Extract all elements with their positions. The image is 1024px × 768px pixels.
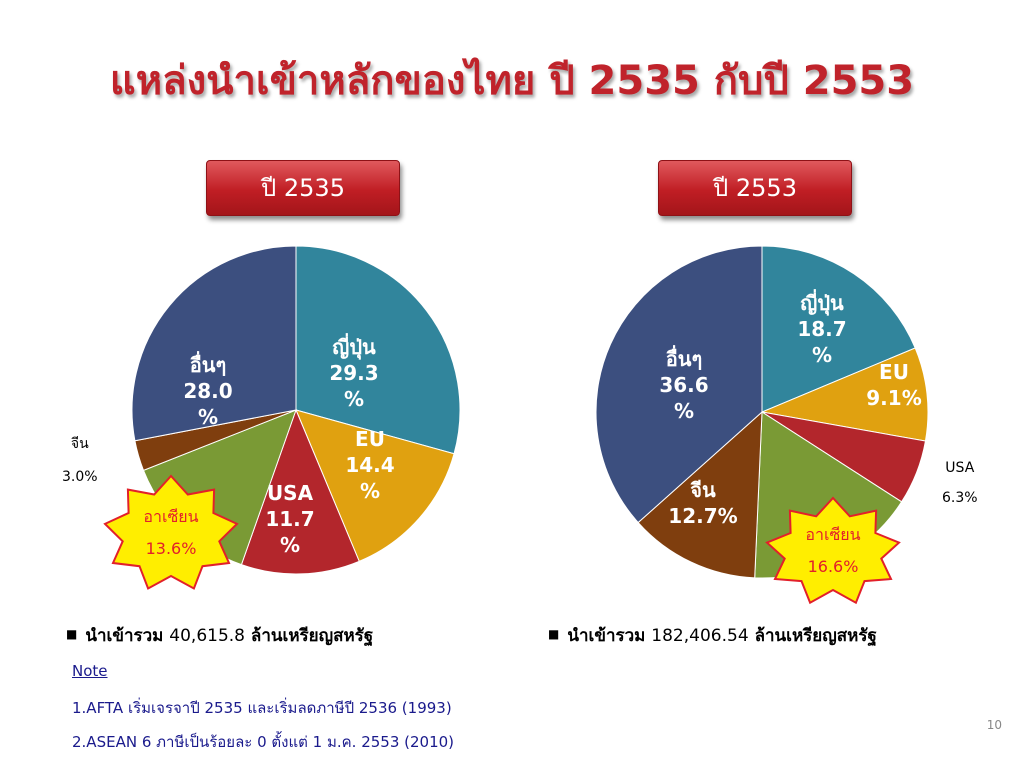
star-shape xyxy=(765,496,901,605)
note-line-1: 1.AFTA เริ่มเจรจาปี 2535 และเริ่มลดภาษีป… xyxy=(72,699,452,717)
china-name-2535: จีน xyxy=(70,436,89,452)
pie-chart-2535: ญี่ปุ่น 29.3 % EU 14.4 % USA 11.7 % อื่นๆ 28.0% xyxy=(131,245,461,575)
star-value: 16.6% xyxy=(808,557,859,576)
total-import-2535: ■ นำเข้ารวม 40,615.8 ล้านเหรียญสหรัฐ xyxy=(66,622,373,649)
bullet-icon: ■ xyxy=(548,627,560,641)
pie-slice-others xyxy=(131,245,297,442)
pie-chart-2553: ญี่ปุ่น 18.7 % EU 9.1% จีน 12.7% อื่นๆ 36.6% xyxy=(595,245,929,579)
total-value: 40,615.8 xyxy=(169,626,245,646)
pie-slice-eu xyxy=(295,409,455,562)
pie-label-japan: ญี่ปุ่น 29.3% xyxy=(329,332,378,411)
pie-label-others: อื่นๆ 28.0% xyxy=(183,350,232,429)
year-box-2553: ปี 2553 xyxy=(658,160,852,216)
pie-label-eu: EU 14.4% xyxy=(345,427,394,503)
total-import-2553: ■ นำเข้ารวม 182,406.54 ล้านเหรียญสหรัฐ xyxy=(548,622,877,649)
bullet-icon: ■ xyxy=(66,627,78,641)
china-value-2535: 3.0% xyxy=(62,469,98,485)
total-unit: ล้านเหรียญสหรัฐ xyxy=(250,626,374,646)
pie-label-china: จีน 12.7% xyxy=(668,478,737,528)
star-value: 13.6% xyxy=(146,539,197,558)
page-number: 10 xyxy=(986,718,1002,732)
pie-slice-others xyxy=(595,245,763,524)
slide-title: แหล่งนำเข้าหลักของไทย ปี 2535 กับปี 2553 xyxy=(109,58,915,104)
pie-slice-eu xyxy=(760,347,929,442)
pie-label-japan: ญี่ปุ่น 18.7% xyxy=(797,288,846,367)
year-box-2535: ปี 2535 xyxy=(206,160,400,216)
star-shape xyxy=(103,474,239,590)
note-title: Note xyxy=(72,662,108,680)
usa-name-2553: USA xyxy=(945,460,975,476)
star-name: อาเซียน xyxy=(143,507,198,526)
pie-slice-japan xyxy=(761,245,916,413)
asean-star-2535: อาเซียน 13.6% xyxy=(103,474,239,590)
pie-label-usa: USA 11.7% xyxy=(265,481,314,557)
asean-star-2553: อาเซียน 16.6% xyxy=(765,496,901,605)
china-label-2535: จีน 3.0% xyxy=(62,433,98,485)
pie-label-eu: EU 9.1% xyxy=(866,360,921,410)
total-label: นำเข้ารวม xyxy=(567,626,646,646)
star-name: อาเซียน xyxy=(805,525,860,544)
pie-slice-china xyxy=(637,410,763,579)
total-value: 182,406.54 xyxy=(651,626,749,646)
total-unit: ล้านเหรียญสหรัฐ xyxy=(754,626,877,646)
total-label: นำเข้ารวม xyxy=(85,626,164,646)
pie-label-others: อื่นๆ 36.6% xyxy=(659,344,708,423)
usa-value-2553: 6.3% xyxy=(942,490,978,506)
pie-slice-japan xyxy=(295,245,461,455)
pie-slice-usa xyxy=(240,408,360,575)
note-line-2: 2.ASEAN 6 ภาษีเป็นร้อยละ 0 ตั้งแต่ 1 ม.ค… xyxy=(72,733,455,751)
usa-label-2553: USA 6.3% xyxy=(942,460,978,506)
